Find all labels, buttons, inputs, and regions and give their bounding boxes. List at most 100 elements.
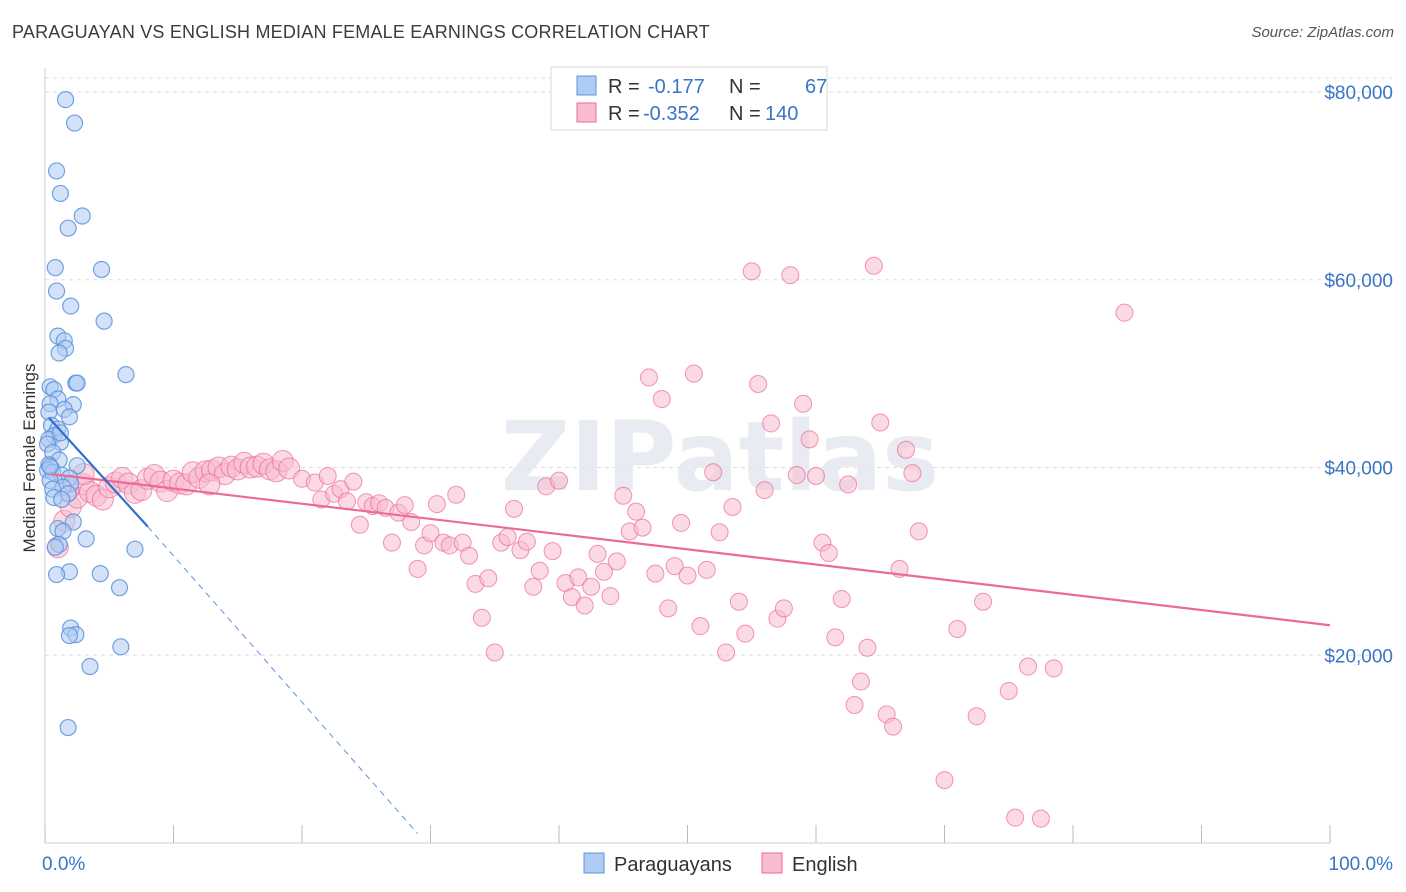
english-point [736, 624, 755, 643]
legend-r-label: R = [608, 76, 640, 98]
english-point [1019, 657, 1038, 676]
legend-n-value: 67 [805, 76, 827, 98]
english-point [691, 617, 710, 636]
english-point [839, 475, 858, 494]
chart-title: PARAGUAYAN VS ENGLISH MEDIAN FEMALE EARN… [12, 22, 710, 42]
english-point [652, 390, 671, 409]
english-point [633, 518, 652, 537]
english-point [762, 414, 781, 433]
english-point [851, 672, 870, 691]
english-point [198, 473, 221, 496]
legend-r-value: -0.177 [648, 76, 705, 98]
paraguayan-point [60, 408, 79, 426]
legend-swatch-english [761, 852, 783, 874]
english-point [717, 643, 736, 662]
english-point [479, 569, 498, 588]
english-point [935, 771, 954, 790]
paraguayan-trend-extension [147, 526, 419, 834]
english-point [505, 499, 524, 518]
english-point [729, 592, 748, 611]
english-trend-line [51, 473, 1331, 627]
english-point [672, 513, 691, 532]
english-point [826, 628, 845, 647]
english-point [1031, 809, 1050, 828]
english-point [569, 568, 588, 587]
trend-lines [48, 417, 1331, 834]
x-tick-label: 0.0% [42, 854, 85, 875]
paraguayan-point [77, 530, 95, 548]
english-point [659, 599, 678, 618]
legend-r-label: R = [608, 103, 640, 125]
paraguayan-point [110, 579, 129, 597]
legend-n-label: N = [729, 76, 761, 98]
paraguayan-point [47, 282, 66, 300]
english-point [543, 542, 562, 561]
english-point [819, 543, 838, 562]
english-point [678, 566, 697, 585]
english-point [896, 440, 915, 459]
paraguayan-point [50, 344, 68, 362]
paraguayan-point [51, 424, 70, 442]
paraguayan-point [62, 297, 80, 315]
legend-n-label: N = [729, 103, 761, 125]
english-point [588, 544, 607, 563]
english-point [884, 717, 903, 736]
paraguayan-point [81, 657, 99, 676]
paraguayan-point [112, 638, 130, 656]
paraguayan-point [46, 538, 64, 556]
paraguayan-point [68, 457, 86, 475]
x-tick-label: 100.0% [1329, 854, 1394, 875]
english-point [427, 495, 446, 514]
paraguayan-point [47, 565, 66, 584]
english-point [408, 559, 427, 578]
english-point [710, 523, 729, 542]
english-point [646, 564, 665, 583]
english-point [832, 589, 851, 608]
paraguayan-point [117, 366, 135, 384]
english-point [800, 430, 819, 449]
english-point [594, 562, 613, 581]
english-point [1115, 303, 1134, 322]
english-point [421, 524, 440, 543]
gridlines [45, 77, 1392, 656]
series-legend: Paraguayans English [583, 852, 858, 876]
english-point [447, 485, 466, 504]
paraguayan-point [53, 490, 71, 509]
english-point [472, 608, 491, 627]
english-point [974, 592, 993, 611]
english-point [723, 497, 742, 516]
english-point [318, 466, 337, 485]
paraguayan-point [95, 312, 113, 330]
x-tick-labels: 0.0% 100.0% [42, 854, 1393, 875]
legend-swatch-paraguayans [583, 852, 605, 874]
english-point [607, 552, 626, 571]
english-point [967, 707, 986, 726]
paraguayan-point [41, 458, 59, 476]
english-point [774, 599, 793, 618]
english-point [530, 561, 549, 580]
english-point [864, 256, 883, 275]
english-point [382, 533, 401, 552]
english-points [46, 256, 1134, 828]
chart-source: Source: ZipAtlas.com [1251, 24, 1394, 41]
english-point [344, 472, 363, 491]
english-point [601, 587, 620, 606]
english-point [807, 466, 825, 485]
paraguayan-points [38, 90, 144, 737]
english-point [639, 368, 658, 387]
english-point [395, 496, 414, 515]
paraguayan-point [51, 184, 70, 203]
legend-swatch-paraguayans [576, 75, 597, 96]
y-tick-labels: $20,000 $40,000 $60,000 $80,000 [1324, 83, 1393, 667]
paraguayan-point [91, 565, 109, 583]
english-point [909, 522, 928, 541]
y-tick-label: $80,000 [1324, 83, 1393, 104]
english-point [350, 515, 369, 534]
english-point [1006, 808, 1025, 827]
english-point [858, 638, 877, 657]
paraguayan-point [65, 114, 84, 132]
paraguayan-point [73, 207, 91, 225]
paraguayan-point [92, 260, 111, 279]
english-point [517, 532, 536, 551]
